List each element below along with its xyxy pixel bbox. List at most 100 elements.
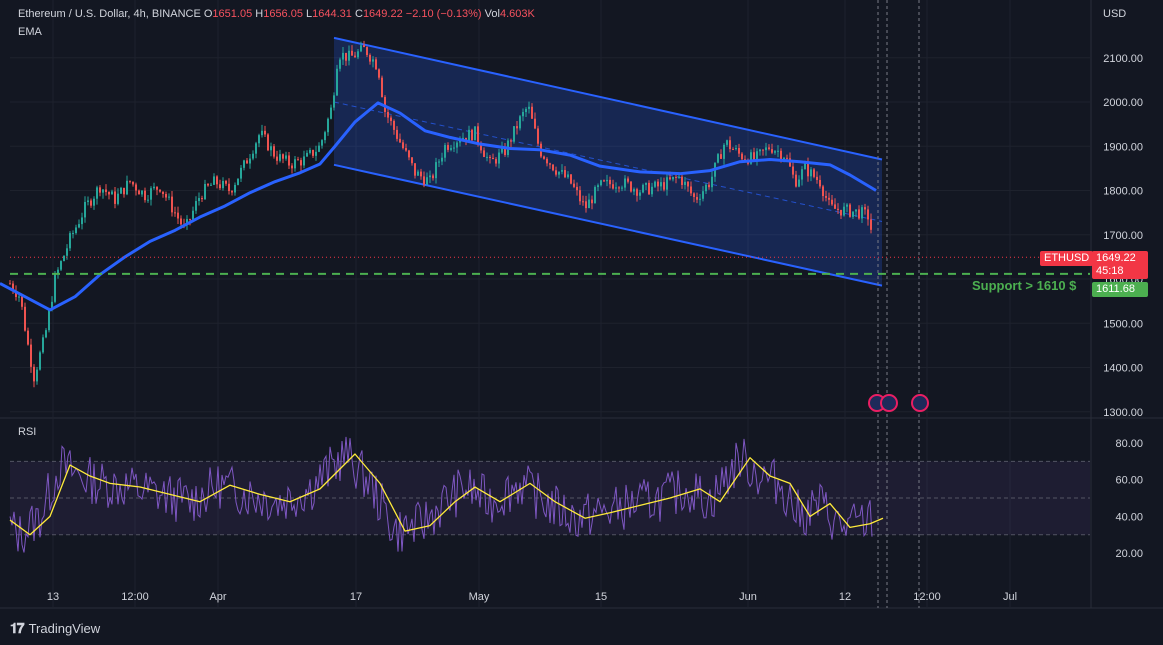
candle-body — [867, 209, 869, 220]
candle-body — [555, 170, 557, 175]
close-value: 1649.22 — [362, 8, 403, 20]
candle-body — [417, 171, 419, 176]
candle-body — [849, 204, 851, 217]
candle-body — [87, 200, 89, 202]
candle-body — [117, 193, 119, 204]
candle-body — [381, 77, 383, 98]
candle-body — [654, 181, 656, 187]
candle-body — [672, 176, 674, 180]
candle-body — [63, 255, 65, 262]
ema-indicator-label[interactable]: EMA — [18, 26, 42, 38]
candle-body — [321, 140, 323, 146]
candle-body — [618, 187, 620, 189]
us-flag-event-icon[interactable] — [911, 394, 929, 412]
candle-body — [12, 283, 14, 291]
candle-body — [696, 196, 698, 200]
candle-body — [822, 186, 824, 197]
candle-body — [48, 309, 50, 331]
open-value: 1651.05 — [212, 8, 253, 20]
candle-body — [372, 59, 374, 62]
candle-body — [645, 182, 647, 185]
candle-body — [300, 160, 302, 166]
candle-body — [360, 45, 362, 52]
candle-body — [414, 163, 416, 176]
candle-body — [195, 201, 197, 211]
candle-body — [78, 224, 80, 228]
candle-body — [480, 142, 482, 151]
rsi-tick-label: 20.00 — [1115, 548, 1143, 560]
candle-body — [225, 180, 227, 184]
candle-body — [780, 150, 782, 160]
candle-body — [249, 158, 251, 164]
candle-body — [603, 180, 605, 182]
candle-body — [228, 183, 230, 192]
price-tick-label: 2000.00 — [1103, 97, 1143, 109]
candle-body — [180, 218, 182, 225]
candle-body — [816, 176, 818, 180]
candle-body — [753, 152, 755, 160]
candle-body — [396, 129, 398, 139]
tradingview-brand[interactable]: 𝟏𝟕 TradingView — [10, 620, 100, 637]
candle-body — [777, 150, 779, 152]
candle-body — [234, 184, 236, 193]
candle-body — [624, 178, 626, 188]
candle-body — [342, 52, 344, 60]
candle-body — [201, 198, 203, 200]
candle-body — [738, 148, 740, 154]
candle-body — [690, 186, 692, 194]
candle-body — [471, 129, 473, 141]
candle-body — [519, 116, 521, 129]
candle-body — [57, 269, 59, 274]
us-flag-event-icon[interactable] — [880, 394, 898, 412]
candle-body — [717, 154, 719, 163]
currency-label: USD — [1103, 8, 1127, 20]
candle-body — [465, 137, 467, 141]
candle-body — [405, 148, 407, 151]
candle-body — [276, 156, 278, 161]
candle-body — [126, 180, 128, 195]
candle-body — [408, 150, 410, 158]
candle-body — [285, 155, 287, 159]
candle-body — [243, 160, 245, 168]
candle-body — [318, 145, 320, 152]
candle-body — [744, 159, 746, 161]
candle-body — [171, 196, 173, 213]
high-value: 1656.05 — [263, 8, 303, 20]
candle-body — [831, 199, 833, 205]
time-tick-label: 12:00 — [121, 591, 149, 603]
candle-body — [366, 47, 368, 56]
candle-body — [864, 207, 866, 210]
candle-body — [537, 128, 539, 144]
candle-body — [168, 196, 170, 198]
candle-body — [561, 170, 563, 172]
candle-body — [768, 147, 770, 150]
candle-body — [291, 165, 293, 169]
candle-body — [699, 198, 701, 200]
candle-body — [756, 151, 758, 160]
candle-body — [525, 108, 527, 113]
candle-body — [843, 206, 845, 216]
rsi-indicator-label[interactable]: RSI — [18, 426, 37, 438]
candle-body — [144, 190, 146, 201]
candle-body — [264, 130, 266, 135]
candle-body — [621, 187, 623, 189]
candle-body — [765, 147, 767, 151]
candle-body — [615, 187, 617, 189]
candle-body — [798, 179, 800, 187]
candle-body — [135, 184, 137, 191]
candle-body — [522, 112, 524, 117]
candle-body — [96, 187, 98, 199]
candle-body — [459, 140, 461, 143]
candle-body — [606, 179, 608, 182]
candle-body — [45, 330, 47, 338]
candle-body — [159, 189, 161, 192]
candle-body — [627, 178, 629, 182]
price-tick-label: 2100.00 — [1103, 53, 1143, 65]
candle-body — [513, 126, 515, 142]
candle-body — [651, 186, 653, 195]
rsi-ma-line — [9, 453, 884, 536]
candle-body — [9, 283, 11, 285]
candle-body — [558, 171, 560, 175]
candle-body — [81, 217, 83, 225]
